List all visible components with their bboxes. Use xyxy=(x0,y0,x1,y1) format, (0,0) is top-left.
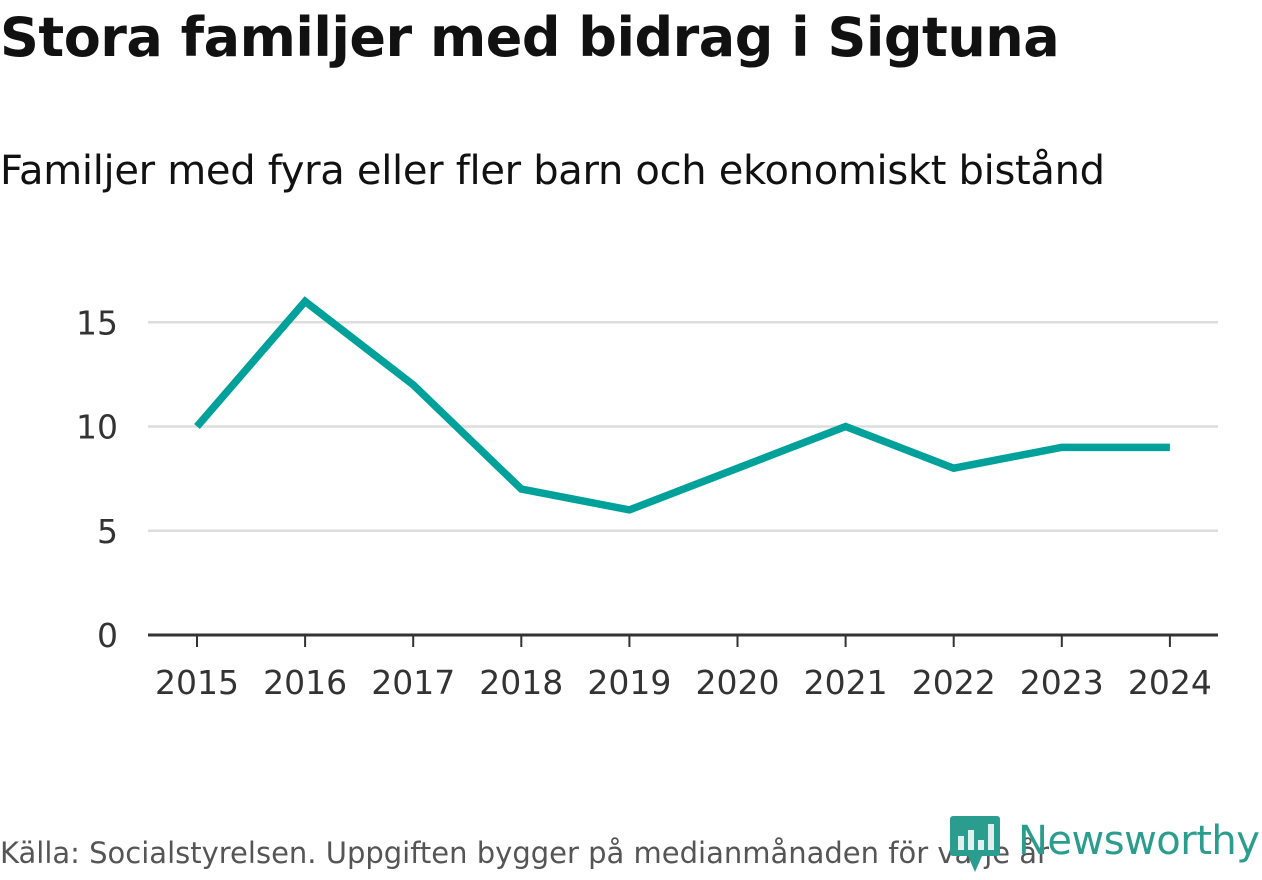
series-line-0 xyxy=(197,301,1170,510)
x-tick-label: 2019 xyxy=(587,663,671,702)
y-tick-label: 10 xyxy=(76,408,118,447)
x-tick-label: 2022 xyxy=(912,663,996,702)
x-tick-label: 2024 xyxy=(1128,663,1212,702)
x-tick-label: 2023 xyxy=(1020,663,1104,702)
x-tick-label: 2020 xyxy=(696,663,780,702)
x-tick-label: 2015 xyxy=(155,663,239,702)
brand-logo[interactable]: Newsworthy xyxy=(950,816,1259,880)
y-tick-label: 0 xyxy=(97,616,118,655)
y-tick-label: 15 xyxy=(76,303,118,342)
newsworthy-logo-icon xyxy=(950,816,1002,874)
x-axis-ticks: 2015 2016 2017 2018 2019 2020 2021 2022 2023 2024 xyxy=(155,635,1212,702)
x-tick-label: 2017 xyxy=(371,663,455,702)
series xyxy=(197,301,1170,510)
source-note: Källa: Socialstyrelsen. Uppgiften bygger… xyxy=(0,836,1049,870)
x-tick-label: 2016 xyxy=(263,663,347,702)
brand-name: Newsworthy xyxy=(1018,818,1259,864)
gridlines xyxy=(148,322,1218,531)
x-tick-label: 2018 xyxy=(479,663,563,702)
y-tick-label: 5 xyxy=(97,512,118,551)
y-axis-ticks: 0 5 10 15 xyxy=(76,303,118,655)
x-tick-label: 2021 xyxy=(804,663,888,702)
